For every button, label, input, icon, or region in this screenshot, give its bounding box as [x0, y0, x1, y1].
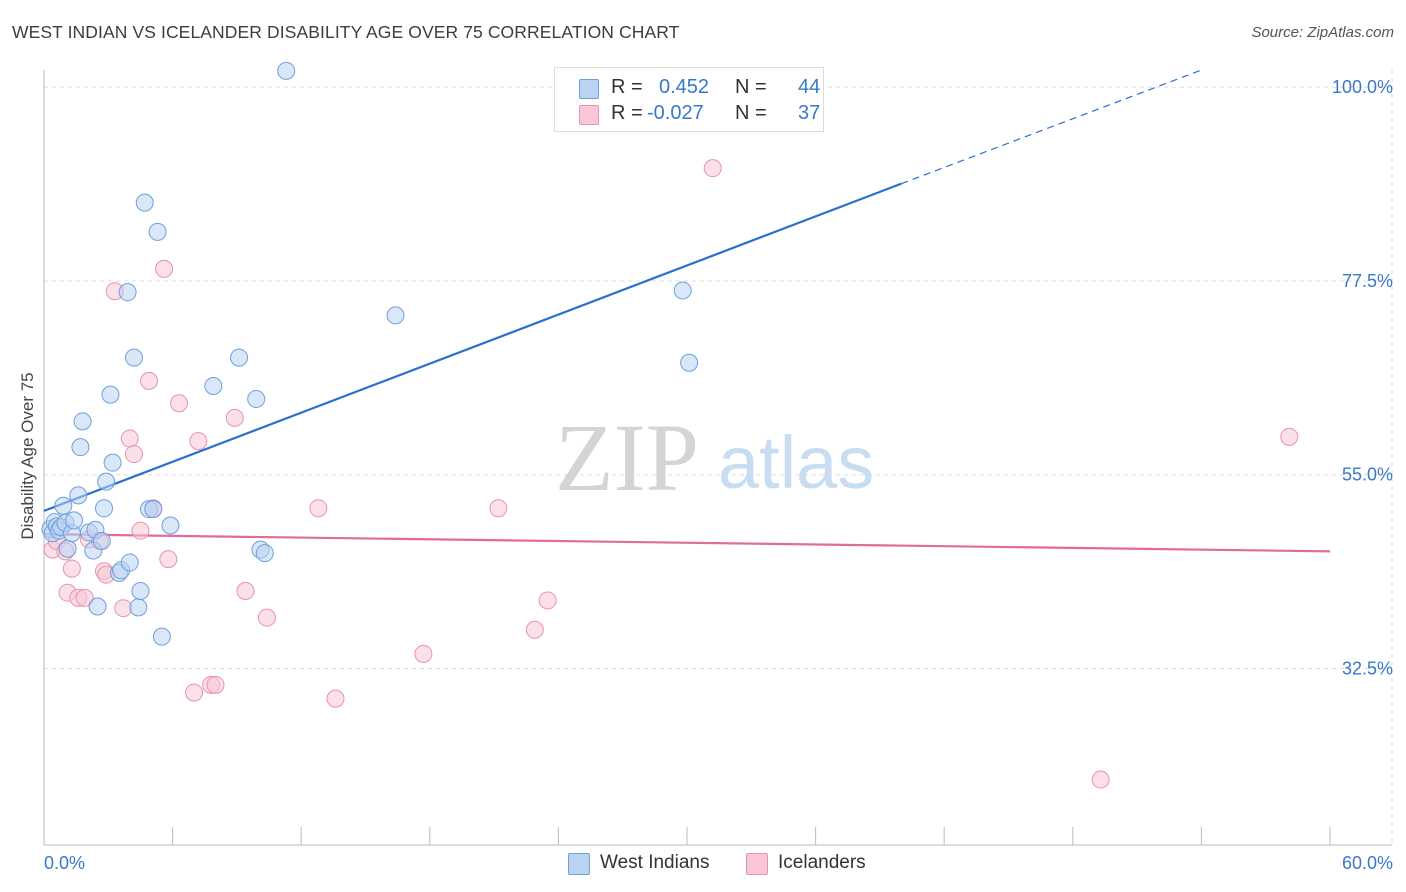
point-icelanders[interactable]	[326, 689, 345, 708]
trendline-icelanders	[43, 533, 1331, 553]
trendline-west-indians-extension	[901, 69, 1202, 185]
point-west-indians[interactable]	[152, 627, 171, 646]
point-icelanders[interactable]	[120, 429, 139, 448]
point-icelanders[interactable]	[309, 499, 328, 518]
point-west-indians[interactable]	[255, 544, 274, 563]
legend-r-label: R =	[611, 76, 643, 98]
point-west-indians[interactable]	[204, 377, 223, 396]
point-west-indians[interactable]	[680, 353, 699, 372]
point-icelanders[interactable]	[155, 259, 174, 278]
y-tick-label-3: 100.0%	[1332, 77, 1393, 97]
point-west-indians[interactable]	[65, 511, 84, 530]
point-west-indians[interactable]	[73, 412, 92, 431]
y-tick-label-0: 32.5%	[1342, 658, 1393, 678]
point-icelanders[interactable]	[1280, 427, 1299, 446]
legend-swatch-blue	[568, 853, 590, 875]
point-icelanders[interactable]	[189, 432, 208, 451]
point-icelanders[interactable]	[62, 559, 81, 578]
point-icelanders[interactable]	[489, 499, 508, 518]
point-icelanders[interactable]	[206, 675, 225, 694]
y-axis-label: Disability Age Over 75	[18, 372, 37, 539]
point-west-indians[interactable]	[125, 348, 144, 367]
point-icelanders[interactable]	[525, 620, 544, 639]
point-icelanders[interactable]	[114, 599, 133, 618]
point-west-indians[interactable]	[148, 222, 167, 241]
point-west-indians[interactable]	[277, 61, 296, 80]
legend-label-west-indians: West Indians	[600, 852, 710, 873]
point-west-indians[interactable]	[54, 496, 73, 515]
point-west-indians[interactable]	[69, 486, 88, 505]
legend-swatch-pink	[746, 853, 768, 875]
point-icelanders[interactable]	[703, 159, 722, 178]
x-tick-label-max: 60.0%	[1342, 853, 1393, 873]
watermark: ZIP atlas	[555, 404, 874, 511]
legend-n-value: 44	[798, 76, 821, 98]
point-icelanders[interactable]	[257, 608, 276, 627]
point-west-indians[interactable]	[131, 581, 150, 600]
correlation-legend: R = 0.452 N = 44 R = -0.027 N = 37	[554, 67, 824, 132]
watermark-zip: ZIP	[555, 404, 699, 511]
point-west-indians[interactable]	[135, 193, 154, 212]
source-label[interactable]: Source: ZipAtlas.com	[1251, 24, 1394, 41]
point-icelanders[interactable]	[140, 371, 159, 390]
legend-n-value: 37	[798, 102, 821, 124]
y-tick-label-2: 77.5%	[1342, 271, 1393, 291]
point-west-indians[interactable]	[103, 453, 122, 472]
legend-n-label: N =	[735, 76, 767, 98]
point-west-indians[interactable]	[161, 516, 180, 535]
point-icelanders[interactable]	[159, 550, 178, 569]
y-tick-label-1: 55.0%	[1342, 465, 1393, 485]
point-icelanders[interactable]	[538, 591, 557, 610]
point-west-indians[interactable]	[129, 598, 148, 617]
data-points	[41, 61, 1299, 789]
legend-label-icelanders: Icelanders	[778, 852, 866, 873]
watermark-atlas: atlas	[718, 421, 874, 504]
point-west-indians[interactable]	[144, 500, 163, 519]
x-tick-label-min: 0.0%	[44, 853, 85, 873]
trend-lines	[43, 69, 1331, 553]
point-west-indians[interactable]	[92, 532, 111, 551]
y-tick-labels: 32.5% 55.0% 77.5% 100.0%	[1332, 77, 1393, 678]
legend-swatch-blue	[579, 79, 599, 99]
point-icelanders[interactable]	[185, 683, 204, 702]
chart-title: WEST INDIAN VS ICELANDER DISABILITY AGE …	[12, 22, 680, 42]
point-west-indians[interactable]	[97, 472, 116, 491]
point-west-indians[interactable]	[88, 597, 107, 616]
point-west-indians[interactable]	[71, 438, 90, 457]
point-west-indians[interactable]	[58, 539, 77, 558]
gridlines	[44, 70, 1393, 845]
point-west-indians[interactable]	[120, 553, 139, 572]
point-icelanders[interactable]	[170, 394, 189, 413]
point-west-indians[interactable]	[95, 499, 114, 518]
point-icelanders[interactable]	[414, 644, 433, 663]
point-west-indians[interactable]	[230, 348, 249, 367]
axes	[43, 70, 1392, 846]
trendline-west-indians	[43, 182, 902, 512]
point-icelanders[interactable]	[75, 588, 94, 607]
point-icelanders[interactable]	[1091, 770, 1110, 789]
point-icelanders[interactable]	[125, 445, 144, 464]
legend-swatch-pink	[579, 105, 599, 125]
point-west-indians[interactable]	[673, 281, 692, 300]
point-icelanders[interactable]	[225, 408, 244, 427]
legend-n-label: N =	[735, 102, 767, 124]
legend-r-value: -0.027	[647, 102, 704, 124]
legend-r-label: R =	[611, 102, 643, 124]
point-icelanders[interactable]	[236, 581, 255, 600]
point-west-indians[interactable]	[101, 385, 120, 404]
point-icelanders[interactable]	[131, 521, 150, 540]
point-west-indians[interactable]	[118, 283, 137, 302]
point-west-indians[interactable]	[247, 389, 266, 408]
point-west-indians[interactable]	[386, 306, 405, 325]
legend-r-value: 0.452	[659, 76, 710, 98]
